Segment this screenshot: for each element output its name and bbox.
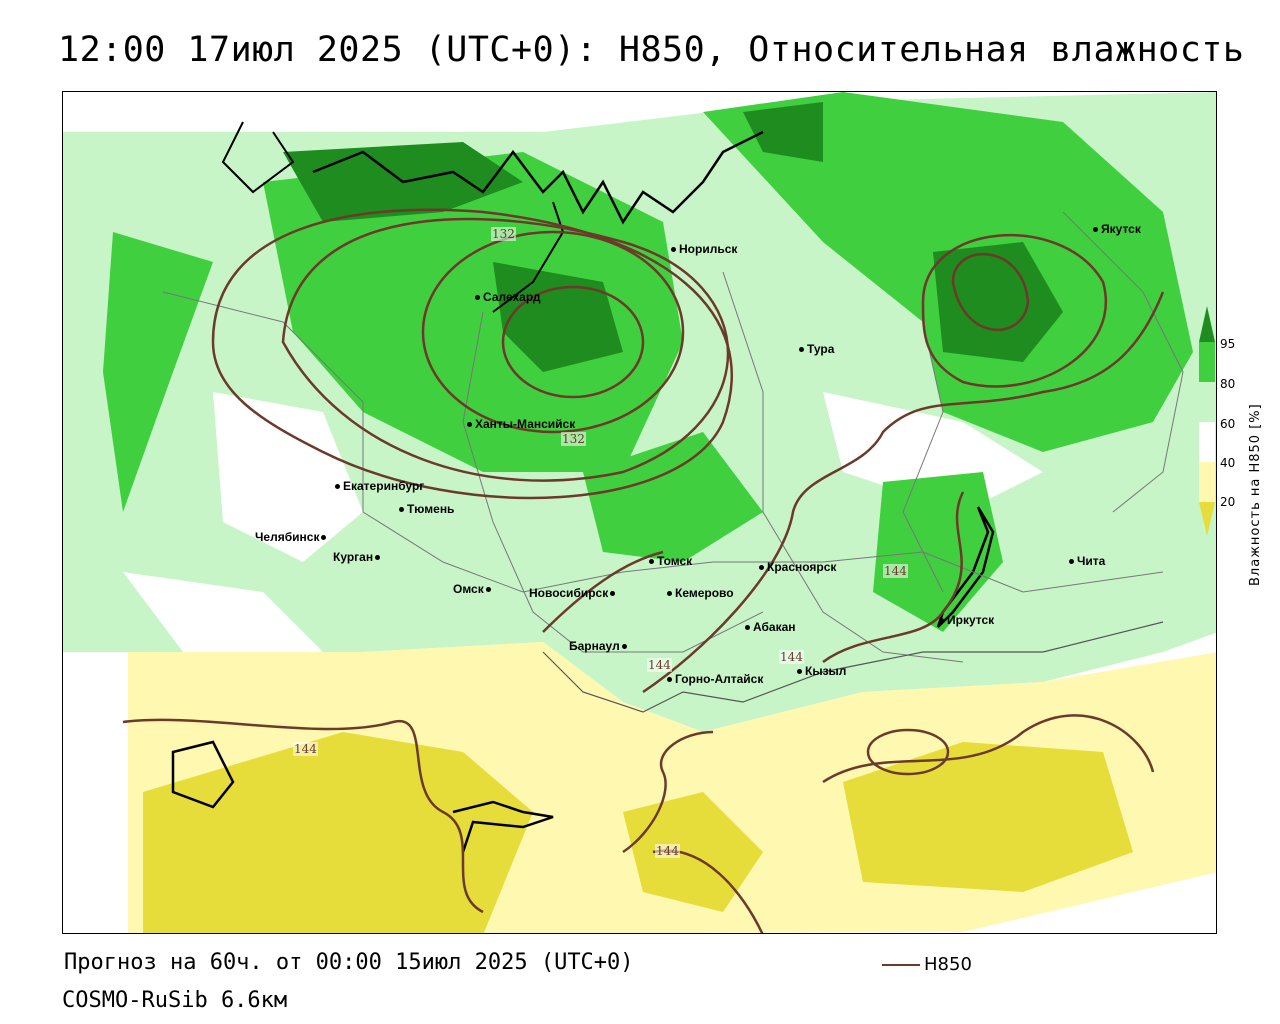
colorbar-segment xyxy=(1199,342,1215,382)
city-marker-icon xyxy=(1093,227,1098,233)
contour-label: 144 xyxy=(883,564,908,578)
coastline xyxy=(452,800,554,853)
contour-label: 132 xyxy=(561,432,586,446)
city-irkutsk: Иркутск xyxy=(939,613,994,627)
colorbar-tick: 80 xyxy=(1220,377,1236,391)
city-barnaul: Барнаул xyxy=(569,639,630,653)
map-title: 12:00 17июл 2025 (UTC+0): H850, Относите… xyxy=(58,30,1245,70)
city-novosibirsk: Новосибирск xyxy=(529,586,618,600)
humidity-colorbar xyxy=(1199,306,1215,536)
line-legend-swatch xyxy=(882,964,920,966)
colorbar-segment xyxy=(1199,462,1215,502)
city-marker-icon xyxy=(335,484,340,490)
city-tura: Тура xyxy=(799,342,834,356)
dry-region-dark xyxy=(143,732,533,933)
city-marker-icon xyxy=(610,591,616,597)
city-marker-icon xyxy=(939,618,944,624)
line-legend: H850 xyxy=(882,954,972,975)
humidity-region-dark xyxy=(743,102,823,162)
colorbar-segment xyxy=(1199,382,1215,422)
map-panel: 132 132 144 144 144 144 144 Якутск Норил… xyxy=(62,91,1217,934)
dry-region-dark xyxy=(843,742,1133,892)
coastline xyxy=(171,740,235,809)
contour-label: 132 xyxy=(491,227,516,241)
admin-border xyxy=(462,311,764,653)
city-marker-icon xyxy=(321,535,327,541)
city-omsk: Омск xyxy=(453,582,494,596)
city-marker-icon xyxy=(799,347,804,353)
admin-border xyxy=(902,321,944,593)
model-name: COSMO-RuSib 6.6км xyxy=(62,988,288,1013)
contour-label: 144 xyxy=(779,650,804,664)
city-tomsk: Томск xyxy=(649,554,692,568)
contour-label: 144 xyxy=(655,844,680,858)
city-marker-icon xyxy=(467,422,472,428)
humidity-region-mid xyxy=(583,432,763,562)
coastline xyxy=(492,201,565,313)
city-yakutsk: Якутск xyxy=(1093,222,1141,236)
city-marker-icon xyxy=(475,295,480,301)
city-marker-icon xyxy=(667,677,672,683)
city-marker-icon xyxy=(485,587,491,593)
colorbar-tick: 95 xyxy=(1220,337,1236,351)
humidity-region-white xyxy=(213,392,363,562)
contour-label: 144 xyxy=(647,658,672,672)
h850-contours xyxy=(122,208,1165,933)
city-kyzyl: Кызыл xyxy=(797,664,846,678)
city-marker-icon xyxy=(375,555,381,561)
city-kemerovo: Кемерово xyxy=(667,586,734,600)
lake-baikal xyxy=(936,506,995,628)
city-marker-icon xyxy=(399,507,404,513)
colorbar-tick: 40 xyxy=(1220,456,1236,470)
city-kurgan: Курган xyxy=(333,550,383,564)
city-yekaterinburg: Екатеринбург xyxy=(335,479,424,493)
admin-border xyxy=(1062,211,1184,513)
city-marker-icon xyxy=(621,644,627,650)
colorbar-tick: 20 xyxy=(1220,495,1236,509)
admin-border xyxy=(542,621,1164,713)
city-marker-icon xyxy=(745,625,750,631)
city-marker-icon xyxy=(1069,559,1074,565)
city-tyumen: Тюмень xyxy=(399,502,454,516)
colorbar-title: Влажность на H850 [%] xyxy=(1248,403,1263,586)
humidity-region-dark xyxy=(933,242,1063,362)
humidity-region-white xyxy=(123,572,323,652)
humidity-region-white xyxy=(823,392,1043,512)
coastline xyxy=(312,130,764,225)
city-norilsk: Норильск xyxy=(671,242,737,256)
city-gorno-altaysk: Горно-Алтайск xyxy=(667,672,763,686)
humidity-region-mid xyxy=(873,472,1003,632)
city-salekhard: Салехард xyxy=(475,290,540,304)
no-data-region xyxy=(63,92,543,132)
city-marker-icon xyxy=(759,565,764,571)
contour-label: 144 xyxy=(293,742,318,756)
city-krasnoyarsk: Красноярск xyxy=(759,560,836,574)
colorbar-segment xyxy=(1199,422,1215,462)
forecast-info: Прогноз на 60ч. от 00:00 15июл 2025 (UTC… xyxy=(64,950,634,975)
city-marker-icon xyxy=(667,591,672,597)
city-chita: Чита xyxy=(1069,554,1105,568)
map-canvas xyxy=(63,92,1216,933)
admin-border xyxy=(162,291,1164,593)
colorbar-cap-top xyxy=(1199,306,1215,342)
city-marker-icon xyxy=(649,559,654,565)
city-marker-icon xyxy=(671,247,676,253)
humidity-region-mid xyxy=(103,232,213,512)
colorbar-tick: 60 xyxy=(1220,417,1236,431)
no-data-region xyxy=(971,872,1216,933)
city-chelyabinsk: Челябинск xyxy=(255,530,329,544)
coastline xyxy=(221,121,295,194)
admin-border xyxy=(722,271,964,663)
colorbar-cap-bottom xyxy=(1199,502,1215,536)
no-data-region xyxy=(63,652,128,933)
city-khanty-mansiysk: Ханты-Мансийск xyxy=(467,417,575,431)
city-abakan: Абакан xyxy=(745,620,796,634)
city-marker-icon xyxy=(797,669,802,675)
